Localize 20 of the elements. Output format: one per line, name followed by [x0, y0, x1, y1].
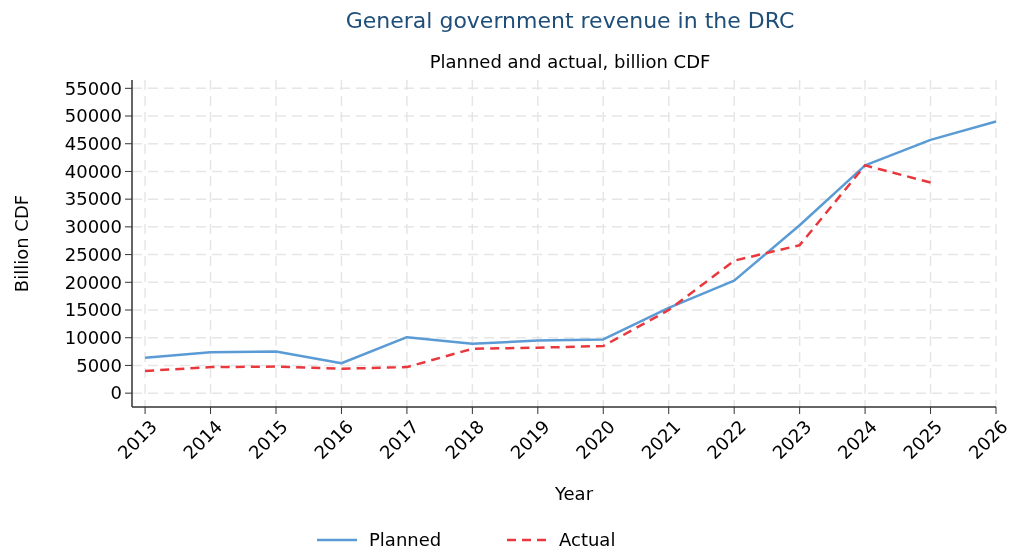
y-tick-label: 25000	[64, 243, 122, 265]
y-tick-label: 10000	[64, 327, 122, 349]
chart-title: General government revenue in the DRC	[345, 8, 795, 33]
y-tick-label: 55000	[64, 77, 122, 99]
y-axis-title: Billion CDF	[11, 194, 32, 293]
y-tick-label: 50000	[64, 105, 122, 127]
y-tick-label: 0	[110, 382, 122, 404]
line-series	[143, 120, 998, 365]
y-tick-label: 5000	[76, 354, 122, 376]
y-tick-label: 30000	[64, 216, 122, 238]
y-tick-label: 40000	[64, 160, 122, 182]
line-series	[143, 164, 932, 373]
y-tick-label: 15000	[64, 299, 122, 321]
y-tick-label: 20000	[64, 271, 122, 293]
x-axis-title: Year	[553, 483, 594, 504]
legend-label: Actual	[559, 529, 616, 551]
chart-subtitle: Planned and actual, billion CDF	[429, 51, 711, 72]
y-tick-label: 35000	[64, 188, 122, 210]
y-tick-label: 45000	[64, 133, 122, 155]
legend-label: Planned	[369, 529, 442, 551]
